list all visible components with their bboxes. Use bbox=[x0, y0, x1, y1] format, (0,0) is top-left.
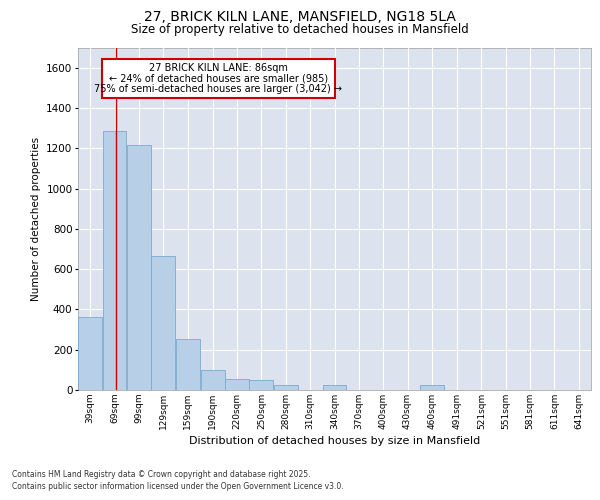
Text: ← 24% of detached houses are smaller (985): ← 24% of detached houses are smaller (98… bbox=[109, 74, 328, 84]
Text: Contains HM Land Registry data © Crown copyright and database right 2025.: Contains HM Land Registry data © Crown c… bbox=[12, 470, 311, 479]
Text: Contains public sector information licensed under the Open Government Licence v3: Contains public sector information licen… bbox=[12, 482, 344, 491]
Bar bbox=[201, 370, 225, 390]
Y-axis label: Number of detached properties: Number of detached properties bbox=[31, 136, 41, 301]
Bar bbox=[176, 338, 200, 390]
Bar bbox=[250, 380, 274, 390]
Text: 75% of semi-detached houses are larger (3,042) →: 75% of semi-detached houses are larger (… bbox=[94, 84, 343, 94]
Bar bbox=[151, 256, 175, 390]
Text: 27, BRICK KILN LANE, MANSFIELD, NG18 5LA: 27, BRICK KILN LANE, MANSFIELD, NG18 5LA bbox=[144, 10, 456, 24]
Bar bbox=[420, 385, 444, 390]
Bar bbox=[127, 145, 151, 390]
Bar bbox=[274, 385, 298, 390]
Bar bbox=[103, 131, 127, 390]
Text: 27 BRICK KILN LANE: 86sqm: 27 BRICK KILN LANE: 86sqm bbox=[149, 63, 288, 73]
X-axis label: Distribution of detached houses by size in Mansfield: Distribution of detached houses by size … bbox=[189, 436, 480, 446]
Text: Size of property relative to detached houses in Mansfield: Size of property relative to detached ho… bbox=[131, 22, 469, 36]
Bar bbox=[225, 379, 249, 390]
Bar bbox=[323, 385, 346, 390]
Bar bbox=[78, 318, 102, 390]
Bar bbox=[103, 58, 335, 98]
